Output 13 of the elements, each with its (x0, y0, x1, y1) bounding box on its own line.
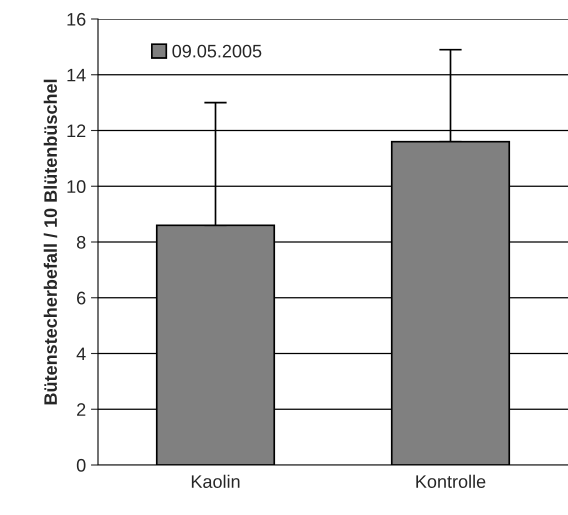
y-axis-title: Bütenstecherbefall / 10 Blütenbüschel (44, 80, 58, 404)
y-tick-label: 4 (76, 348, 86, 360)
legend-label: 09.05.2005 (172, 44, 262, 58)
y-tick-label: 8 (76, 236, 86, 249)
x-tick-label: Kaolin (192, 474, 240, 488)
y-tick-label: 16 (67, 12, 86, 26)
y-tick-label: 12 (67, 124, 86, 138)
y-tick-label: 6 (77, 292, 86, 304)
y-tick-label: 0 (76, 458, 86, 472)
y-tick-label: 2 (77, 403, 86, 416)
x-tick-label: Kontrolle (416, 474, 486, 488)
y-tick-label: 14 (67, 68, 86, 82)
y-tick-label: 10 (67, 180, 86, 193)
